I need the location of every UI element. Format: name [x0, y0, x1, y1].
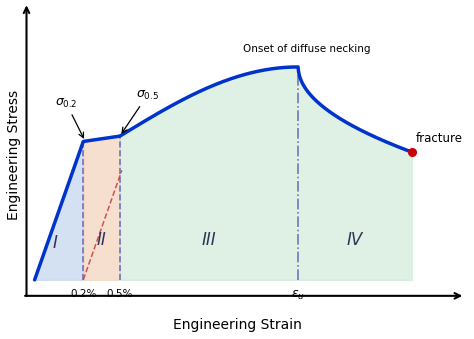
- Text: II: II: [97, 231, 106, 249]
- X-axis label: Engineering Strain: Engineering Strain: [173, 318, 302, 332]
- Text: IV: IV: [347, 231, 363, 249]
- Text: Onset of diffuse necking: Onset of diffuse necking: [243, 44, 370, 54]
- Text: I: I: [53, 234, 57, 252]
- Text: fracture: fracture: [416, 132, 463, 145]
- Y-axis label: Engineering Stress: Engineering Stress: [7, 90, 21, 220]
- Text: III: III: [202, 231, 216, 249]
- Text: $\sigma_{0.5}$: $\sigma_{0.5}$: [122, 88, 159, 133]
- Text: 0.2%: 0.2%: [70, 289, 97, 299]
- Text: $\sigma_{0.2}$: $\sigma_{0.2}$: [55, 96, 83, 138]
- Text: $\varepsilon_u$: $\varepsilon_u$: [292, 289, 305, 302]
- Text: 0.5%: 0.5%: [107, 289, 133, 299]
